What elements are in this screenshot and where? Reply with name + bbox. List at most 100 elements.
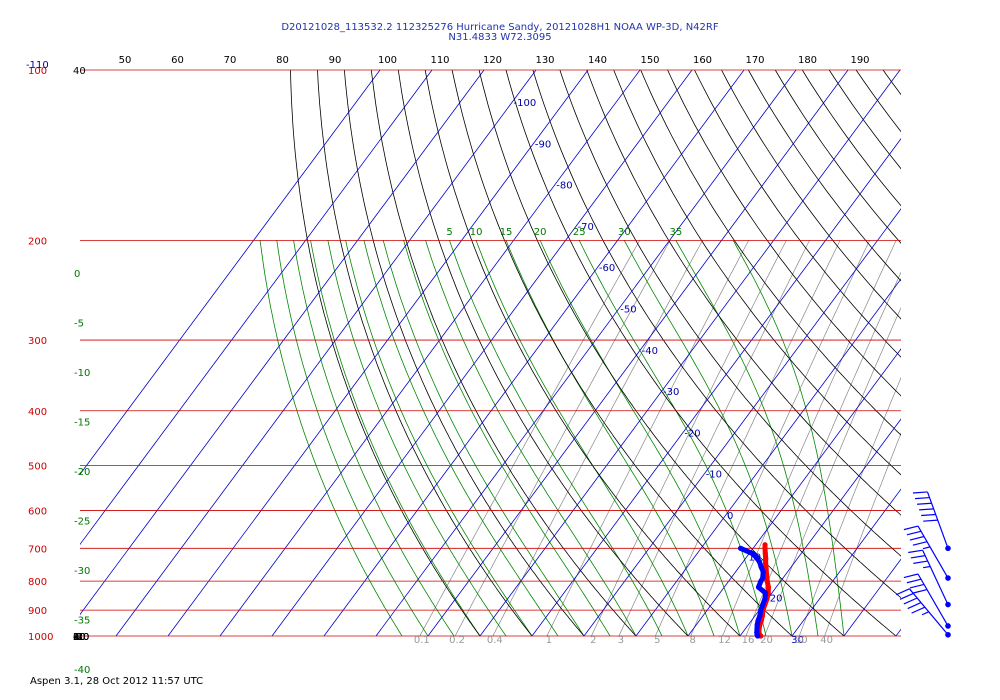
isotherm-label: -40	[642, 346, 658, 357]
isobars	[80, 69, 901, 637]
wind-barb-flag	[913, 560, 928, 564]
pressure-label: 200	[28, 236, 47, 247]
isotherm-line	[948, 70, 1000, 636]
moist-adiabat-left-label: -10	[74, 368, 90, 379]
dry-adiabat-line	[478, 70, 845, 636]
wind-barb-base	[945, 623, 951, 629]
profile-point	[756, 559, 763, 565]
dry-adiabat-line	[721, 70, 901, 320]
top-theta-label: 150	[640, 55, 659, 66]
top-theta-label: 110	[430, 55, 449, 66]
wind-barb-flag	[906, 530, 922, 536]
chart-subtitle: N31.4833 W72.3095	[448, 32, 552, 43]
dry-adiabat-line	[559, 70, 901, 557]
top-theta-label: 190	[850, 55, 869, 66]
profile-point	[765, 584, 771, 590]
isotherm-label: -10	[706, 470, 722, 481]
dry-adiabat-line	[667, 70, 901, 397]
isotherm-line	[531, 138, 901, 636]
mixing-ratio-label: 16	[742, 635, 755, 646]
mixing-ratio-label: 20	[760, 635, 773, 646]
profile-point	[760, 569, 766, 575]
dry-adiabat-line	[532, 70, 901, 599]
isotherm-line	[167, 70, 589, 636]
profile-point	[762, 596, 768, 602]
mixing-ratio-line	[419, 240, 640, 636]
wind-barbs	[895, 491, 951, 638]
moist-adiabat-top-label: 15	[500, 227, 513, 238]
left-theta-label: -20	[73, 632, 89, 643]
wind-barb-flag	[912, 491, 928, 494]
profile-point	[749, 550, 755, 557]
profile-point	[762, 550, 768, 557]
mixing-ratio-line	[655, 240, 841, 636]
wind-barb-flag	[919, 508, 934, 511]
wind-barb-flag	[906, 578, 922, 584]
isotherm-line	[583, 208, 901, 636]
top-theta-label: 70	[224, 55, 237, 66]
left-theta-label: -30	[73, 632, 89, 643]
isotherm-line	[687, 348, 901, 636]
moist-adiabat-left-label: 0	[74, 269, 80, 280]
moist-adiabat-line	[345, 240, 533, 636]
isotherm-line	[739, 418, 901, 636]
wind-barb-flag	[911, 606, 926, 614]
mixing-ratio-label: 30	[795, 635, 808, 646]
top-theta-label: 50	[119, 55, 132, 66]
moist-adiabat-line	[310, 240, 481, 636]
isotherm-label: -100	[514, 98, 537, 109]
pressure-label: 300	[28, 336, 47, 347]
mixing-ratio-label: 0.2	[449, 635, 465, 646]
mixing-ratio-label: 5	[654, 635, 660, 646]
wind-barb-flag	[921, 513, 936, 517]
isotherm-label: -70	[578, 222, 594, 233]
wind-barb-base	[945, 575, 951, 581]
mixing-ratio-label: 0.4	[487, 635, 503, 646]
dry-adiabat-line	[882, 70, 901, 96]
isotherm-line	[375, 70, 797, 636]
left-theta-label: 30	[73, 632, 86, 643]
moist-adiabats	[259, 240, 845, 636]
pressure-label: 500	[28, 462, 47, 473]
wind-barb-flag	[923, 519, 938, 522]
wind-barb-flag	[909, 535, 925, 541]
wind-barb-flag	[912, 541, 928, 546]
left-theta-label: -10	[73, 632, 89, 643]
isotherm-label: -80	[556, 181, 572, 192]
moist-adiabat-top-label: 20	[534, 227, 547, 238]
top-left-theta-label: 40	[73, 66, 86, 77]
wind-barb-base	[945, 545, 951, 552]
dry-adiabat-line	[801, 70, 901, 207]
profile-point	[737, 545, 744, 551]
dry-adiabat-line	[774, 70, 901, 244]
moist-adiabat-left-label: -5	[74, 319, 84, 330]
moist-adiabat-top-label: 35	[670, 227, 683, 238]
wind-barb-flag	[912, 589, 928, 594]
mixing-ratio-label: 40	[820, 635, 833, 646]
mixing-ratio-line	[745, 271, 901, 636]
wind-barb-flag	[908, 549, 923, 554]
moist-adiabat-line	[293, 240, 455, 636]
wind-barb	[917, 525, 949, 579]
pressure-label: 800	[28, 577, 47, 588]
isotherm-label: -90	[535, 139, 551, 150]
pressure-label: 700	[28, 544, 47, 555]
top-theta-label: 130	[535, 55, 554, 66]
isotherm-line	[843, 558, 901, 636]
top-theta-label: 60	[171, 55, 184, 66]
profile-point	[764, 578, 770, 584]
left-theta-label: 0	[73, 632, 79, 643]
isotherm-line	[80, 70, 485, 616]
wind-barb-base	[945, 601, 951, 608]
isotherm-line	[115, 70, 537, 636]
left-theta-label: 20	[73, 632, 86, 643]
wind-barb-flag	[922, 546, 931, 550]
top-theta-label: 80	[276, 55, 289, 66]
moist-adiabat-top-label: 30	[618, 227, 631, 238]
moist-adiabat-top-label: 10	[470, 227, 483, 238]
top-theta-label: 100	[378, 55, 397, 66]
dry-adiabat-line	[317, 70, 533, 636]
dry-adiabat-line	[344, 70, 585, 636]
moist-adiabat-left-label: -35	[74, 616, 90, 627]
profile-point	[758, 564, 764, 570]
